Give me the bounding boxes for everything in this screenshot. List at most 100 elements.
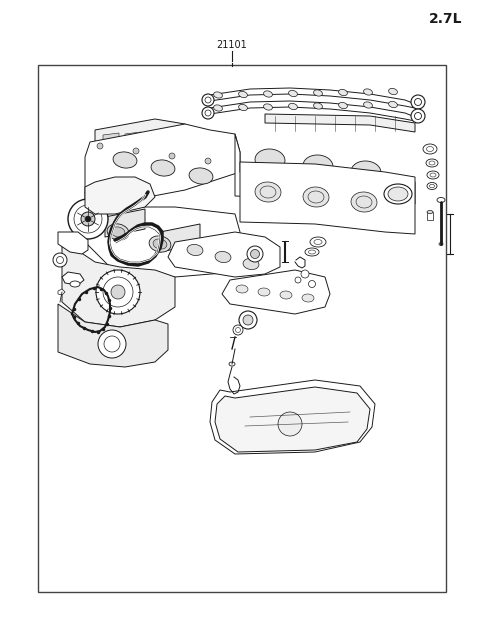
Circle shape xyxy=(68,199,108,239)
Ellipse shape xyxy=(215,251,231,262)
Ellipse shape xyxy=(151,160,175,176)
Ellipse shape xyxy=(189,168,213,184)
Ellipse shape xyxy=(239,104,247,111)
Circle shape xyxy=(295,277,301,283)
Ellipse shape xyxy=(303,187,329,207)
Circle shape xyxy=(97,143,103,149)
Circle shape xyxy=(233,325,243,335)
Ellipse shape xyxy=(376,179,388,187)
Ellipse shape xyxy=(214,92,222,98)
Ellipse shape xyxy=(296,181,308,189)
Polygon shape xyxy=(168,232,280,277)
Ellipse shape xyxy=(439,243,443,246)
Circle shape xyxy=(278,412,302,436)
Ellipse shape xyxy=(113,152,137,168)
Polygon shape xyxy=(85,177,155,214)
Polygon shape xyxy=(62,240,175,327)
Ellipse shape xyxy=(427,171,439,179)
Ellipse shape xyxy=(70,281,80,287)
Ellipse shape xyxy=(195,251,209,261)
Circle shape xyxy=(202,107,214,119)
Circle shape xyxy=(205,158,211,164)
Polygon shape xyxy=(147,131,163,139)
Ellipse shape xyxy=(336,180,348,188)
Ellipse shape xyxy=(363,102,372,108)
Ellipse shape xyxy=(351,161,381,183)
Ellipse shape xyxy=(111,227,125,237)
Ellipse shape xyxy=(388,187,408,201)
Ellipse shape xyxy=(427,182,437,190)
Polygon shape xyxy=(125,132,141,140)
Ellipse shape xyxy=(302,294,314,302)
Polygon shape xyxy=(240,162,415,234)
Polygon shape xyxy=(235,134,415,204)
Ellipse shape xyxy=(243,258,259,269)
Polygon shape xyxy=(85,124,240,208)
Ellipse shape xyxy=(437,198,445,203)
Ellipse shape xyxy=(351,192,377,212)
Circle shape xyxy=(202,94,214,106)
Ellipse shape xyxy=(310,237,326,247)
Polygon shape xyxy=(215,387,370,452)
Ellipse shape xyxy=(338,103,348,109)
Polygon shape xyxy=(210,380,375,454)
Ellipse shape xyxy=(288,103,298,109)
Ellipse shape xyxy=(313,90,323,96)
Circle shape xyxy=(53,253,67,267)
Ellipse shape xyxy=(256,182,268,190)
Ellipse shape xyxy=(255,182,281,202)
Circle shape xyxy=(247,246,263,262)
Circle shape xyxy=(98,330,126,358)
Ellipse shape xyxy=(107,224,129,240)
Circle shape xyxy=(309,281,315,287)
Polygon shape xyxy=(58,232,88,254)
Ellipse shape xyxy=(258,288,270,296)
Polygon shape xyxy=(222,270,330,314)
Ellipse shape xyxy=(313,103,323,109)
Ellipse shape xyxy=(153,239,167,249)
Circle shape xyxy=(85,216,91,222)
Polygon shape xyxy=(62,272,84,285)
Ellipse shape xyxy=(280,291,292,299)
Ellipse shape xyxy=(264,104,273,110)
Polygon shape xyxy=(58,304,168,367)
Circle shape xyxy=(239,311,257,329)
Circle shape xyxy=(111,285,125,299)
Circle shape xyxy=(411,109,425,123)
Circle shape xyxy=(96,270,140,314)
Ellipse shape xyxy=(363,89,372,95)
Ellipse shape xyxy=(338,90,348,96)
Ellipse shape xyxy=(427,210,433,213)
Polygon shape xyxy=(103,133,119,141)
Polygon shape xyxy=(210,88,415,108)
Ellipse shape xyxy=(236,285,248,293)
Ellipse shape xyxy=(303,155,333,177)
Ellipse shape xyxy=(305,248,319,256)
Text: 2.7L: 2.7L xyxy=(429,12,462,26)
Ellipse shape xyxy=(389,88,397,95)
Ellipse shape xyxy=(229,362,235,366)
Ellipse shape xyxy=(288,90,298,96)
Ellipse shape xyxy=(384,184,412,204)
Polygon shape xyxy=(210,101,415,121)
Circle shape xyxy=(301,270,309,278)
Ellipse shape xyxy=(214,105,222,111)
Polygon shape xyxy=(427,212,433,220)
Ellipse shape xyxy=(187,244,203,256)
Polygon shape xyxy=(105,209,145,237)
Ellipse shape xyxy=(149,236,171,252)
Ellipse shape xyxy=(426,159,438,167)
Circle shape xyxy=(411,95,425,109)
Ellipse shape xyxy=(239,91,247,98)
Polygon shape xyxy=(58,289,65,295)
Polygon shape xyxy=(95,119,190,144)
Bar xyxy=(38,65,446,592)
Text: 21101: 21101 xyxy=(216,40,247,50)
Circle shape xyxy=(169,153,175,159)
Polygon shape xyxy=(85,192,240,277)
Circle shape xyxy=(251,249,260,259)
Ellipse shape xyxy=(423,144,437,154)
Circle shape xyxy=(133,148,139,154)
Circle shape xyxy=(81,212,95,226)
Ellipse shape xyxy=(389,101,397,108)
